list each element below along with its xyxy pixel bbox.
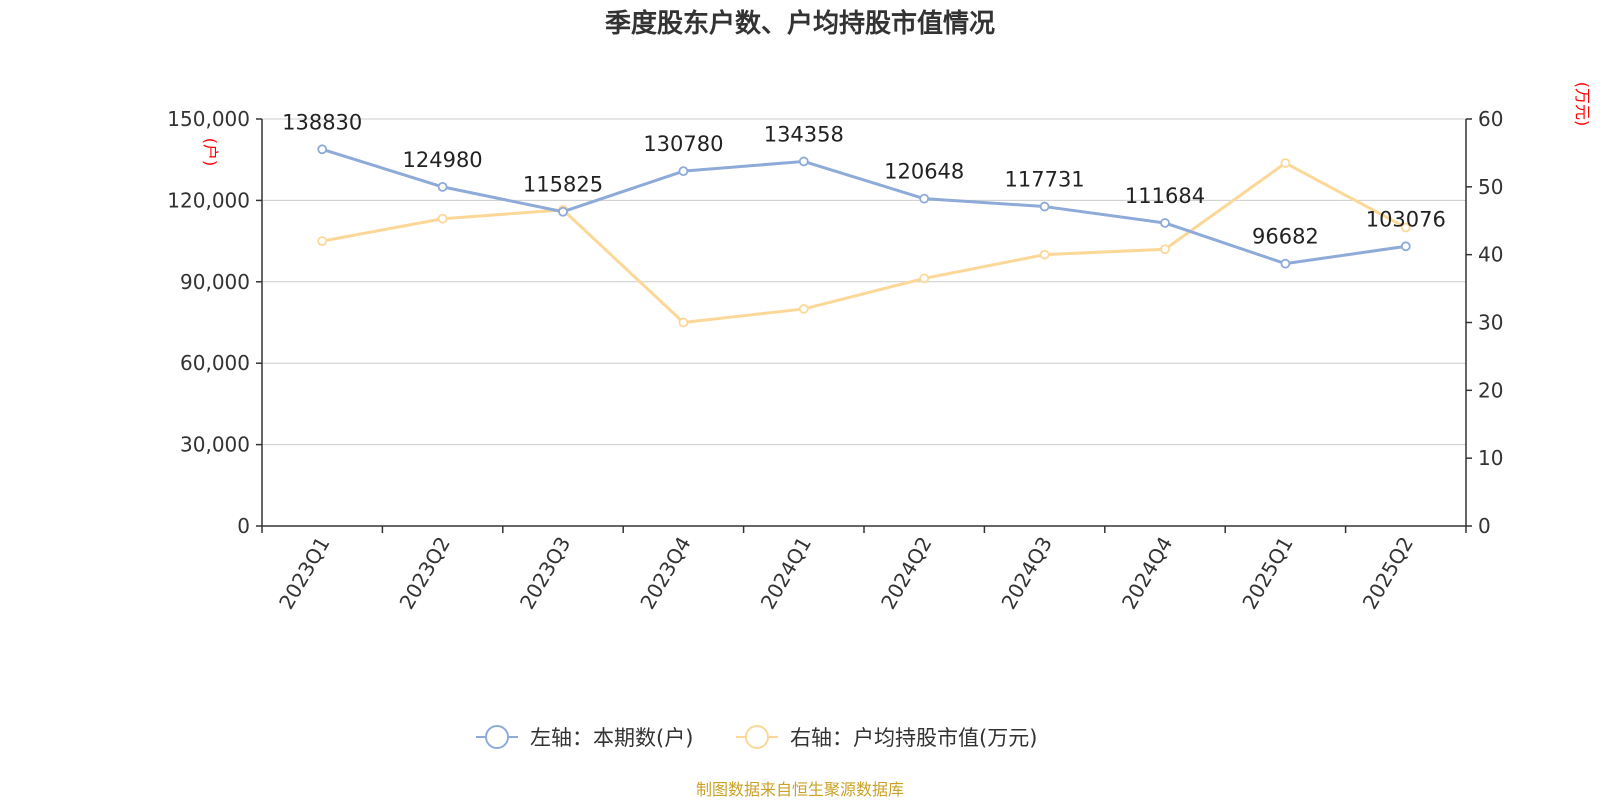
right-tick-label: 30 (1478, 311, 1503, 335)
legend-label: 左轴：本期数(户) (530, 726, 693, 750)
data-point (1039, 249, 1050, 260)
data-label: 134358 (764, 122, 844, 146)
right-tick-label: 50 (1478, 175, 1503, 199)
data-label: 103076 (1366, 207, 1446, 231)
x-tick-label: 2025Q1 (1237, 533, 1297, 614)
data-point (678, 166, 689, 177)
left-tick-label: 120,000 (167, 188, 250, 212)
left-axis-unit: (户) (201, 138, 220, 167)
data-point (317, 144, 328, 155)
left-tick-label: 150,000 (167, 107, 250, 131)
left-tick-label: 90,000 (180, 270, 250, 294)
data-point (1400, 222, 1411, 233)
x-tick-label: 2023Q4 (635, 533, 695, 614)
right-tick-label: 40 (1478, 243, 1503, 267)
right-axis-unit: (万元) (1573, 82, 1592, 127)
legend-marker (485, 725, 509, 749)
chart-title: 季度股东户数、户均持股市值情况 (605, 8, 995, 39)
right-tick-label: 20 (1478, 378, 1503, 402)
x-tick-label: 2025Q2 (1358, 533, 1418, 614)
data-label: 96682 (1252, 225, 1319, 249)
data-label: 138830 (282, 110, 362, 134)
data-label: 115825 (523, 173, 603, 197)
right-tick-label: 10 (1478, 446, 1503, 470)
axes: 0 30,000 60,000 90,000 120,000 150,000 0 10 20 30… (167, 107, 1503, 613)
data-point (798, 156, 809, 167)
data-point (678, 317, 689, 328)
right-tick-label: 60 (1478, 107, 1503, 131)
series-layer (317, 144, 1411, 328)
data-point (919, 193, 930, 204)
series-line (321, 147, 1407, 266)
data-point (1039, 201, 1050, 212)
data-labels: 138830 124980 115825 130780 134358 120648 1177… (282, 110, 1446, 248)
legend-marker (745, 725, 769, 749)
data-point (1280, 258, 1291, 269)
data-label: 130780 (643, 132, 723, 156)
gridlines (262, 118, 1466, 446)
data-label: 117731 (1005, 168, 1085, 192)
left-tick-label: 30,000 (180, 433, 250, 457)
legend: 左轴：本期数(户) 右轴：户均持股市值(万元) (476, 725, 1037, 750)
source-note: 制图数据来自恒生聚源数据库 (696, 780, 904, 799)
data-point (1280, 158, 1291, 168)
legend-label: 右轴：户均持股市值(万元) (790, 726, 1037, 750)
x-tick-label: 2024Q1 (756, 533, 816, 614)
series-line (321, 161, 1407, 324)
data-point (558, 206, 568, 217)
data-point (1160, 218, 1170, 228)
data-label: 124980 (403, 148, 483, 172)
data-point (317, 236, 328, 247)
left-tick-label: 0 (237, 514, 250, 538)
x-tick-label: 2023Q3 (515, 533, 575, 614)
x-tick-label: 2023Q2 (394, 533, 454, 614)
data-point (437, 181, 448, 192)
data-point (1160, 244, 1170, 255)
data-point (919, 273, 930, 284)
data-point (437, 213, 448, 224)
x-tick-label: 2024Q2 (876, 533, 936, 614)
data-label: 111684 (1125, 184, 1205, 208)
data-label: 120648 (884, 160, 964, 184)
right-tick-label: 0 (1478, 514, 1491, 538)
left-tick-label: 60,000 (180, 351, 250, 375)
x-tick-label: 2023Q1 (274, 533, 334, 614)
data-point (798, 304, 809, 314)
x-tick-label: 2024Q4 (1117, 533, 1177, 614)
data-point (1400, 241, 1411, 252)
x-tick-label: 2024Q3 (996, 533, 1056, 614)
